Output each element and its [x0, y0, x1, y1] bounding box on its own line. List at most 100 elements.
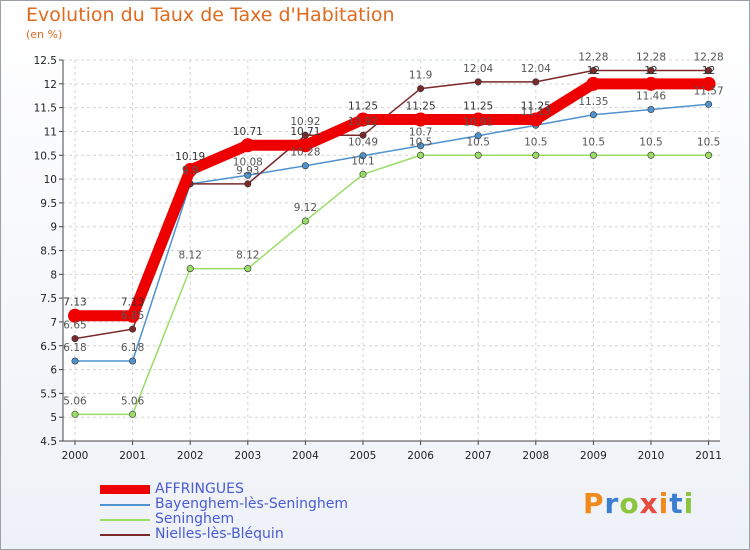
data-label: 10.91: [463, 117, 493, 129]
data-point: [301, 162, 309, 170]
y-tick-label: 10.5: [34, 150, 57, 162]
data-label: 11.46: [636, 91, 666, 103]
data-label: 10.92: [348, 116, 378, 128]
logo-letter: i: [658, 487, 670, 520]
data-label: 11.35: [578, 96, 608, 108]
x-tick-label: 2004: [292, 450, 319, 462]
data-point: [528, 112, 543, 127]
y-tick-label: 11: [44, 126, 57, 138]
y-tick-label: 11.5: [34, 103, 57, 115]
legend-swatch: [100, 504, 150, 506]
legend-swatch: [100, 519, 150, 521]
legend-swatch: [100, 534, 150, 536]
data-label: 12.04: [521, 63, 551, 75]
y-tick-label: 7: [50, 317, 57, 329]
data-label: 10.28: [290, 147, 320, 159]
y-tick-label: 8: [50, 269, 57, 281]
data-point: [244, 180, 252, 188]
data-label: 12: [702, 65, 715, 77]
y-tick-label: 7.5: [40, 293, 57, 305]
data-point: [298, 138, 313, 153]
data-point: [129, 325, 137, 333]
legend-label: Bayenghem-lès-Seninghem: [155, 496, 349, 512]
data-label: 11.13: [521, 106, 551, 118]
data-point: [589, 111, 597, 119]
logo-letter: P: [583, 487, 605, 520]
data-label: 10.5: [639, 136, 662, 148]
data-label: 9.12: [294, 202, 317, 214]
y-tick-label: 12: [44, 79, 57, 91]
data-point: [356, 112, 370, 127]
data-point: [647, 66, 655, 74]
data-label: 12: [587, 65, 600, 77]
data-label: 11.25: [348, 101, 378, 113]
data-point: [474, 151, 482, 159]
data-label: 8.12: [236, 250, 259, 262]
legend-label: Nielles-lès-Bléquin: [155, 526, 284, 542]
x-tick-label: 2005: [350, 450, 377, 462]
line-chart: 4.5 5 5.5 6 6.5 7 7.5 8 8.5 9 9.5 10 10.5 11 11.5 12 12.…: [34, 51, 724, 462]
x-tick-label: 2000: [62, 450, 89, 462]
data-label: 10.5: [409, 136, 432, 148]
data-point: [705, 100, 713, 108]
data-label: 10.71: [290, 126, 320, 138]
data-point: [705, 151, 713, 159]
chart-subtitle: (en %): [26, 28, 63, 41]
chart-title: Evolution du Taux de Taxe d'Habitation: [26, 4, 395, 26]
data-point: [474, 132, 482, 140]
x-tick-label: 2010: [638, 450, 665, 462]
data-label: 10.08: [233, 156, 263, 168]
data-label: 12.28: [694, 51, 724, 63]
data-label: 8.12: [179, 250, 202, 262]
data-label: 10.71: [233, 126, 263, 138]
data-point: [240, 138, 255, 153]
data-point: [359, 152, 367, 160]
data-point: [471, 112, 486, 127]
x-tick-label: 2003: [234, 450, 261, 462]
data-point: [586, 76, 601, 91]
data-label: 10.5: [524, 136, 547, 148]
data-label: 9.9: [182, 165, 199, 177]
logo-letter: i: [683, 487, 695, 520]
data-label: 11.25: [521, 101, 551, 113]
data-label: 11.57: [694, 85, 724, 97]
data-label: 5.06: [121, 395, 145, 407]
data-label: 6.18: [63, 342, 86, 354]
data-point: [417, 151, 425, 159]
data-label: 12.28: [636, 51, 666, 63]
data-point: [532, 151, 540, 159]
data-point: [417, 142, 425, 150]
data-point: [71, 357, 79, 365]
logo-letter: r: [604, 487, 620, 520]
data-label: 11.25: [463, 101, 493, 113]
data-label: 10.5: [697, 136, 720, 148]
data-point: [589, 151, 597, 159]
data-point: [68, 308, 82, 323]
x-tick-label: 2008: [522, 450, 549, 462]
data-point: [129, 357, 137, 365]
series-line-2: [74, 154, 710, 416]
data-point: [71, 335, 79, 343]
x-tick-label: 2001: [119, 450, 146, 462]
data-label: 6.65: [63, 320, 86, 332]
logo-letter: t: [669, 487, 684, 520]
data-point: [301, 217, 309, 225]
y-tick-label: 9: [50, 222, 57, 234]
data-point: [186, 265, 194, 273]
data-point: [71, 410, 79, 418]
data-point: [701, 76, 716, 91]
data-label: 7.13: [63, 297, 86, 309]
data-label: 6.85: [121, 310, 144, 322]
proxiti-logo: Proxiti: [583, 487, 694, 520]
data-label: 12.04: [463, 63, 493, 75]
y-tick-label: 10: [44, 174, 57, 186]
y-tick-label: 6.5: [40, 341, 57, 353]
data-label: 12: [644, 65, 657, 77]
series-line-0: [69, 78, 715, 322]
data-label: 10.5: [467, 136, 490, 148]
x-tick-label: 2006: [407, 450, 434, 462]
y-tick-label: 5.5: [40, 388, 57, 400]
data-label: 11.25: [406, 101, 436, 113]
data-label: 7.13: [121, 297, 144, 309]
x-tick-label: 2009: [580, 450, 607, 462]
